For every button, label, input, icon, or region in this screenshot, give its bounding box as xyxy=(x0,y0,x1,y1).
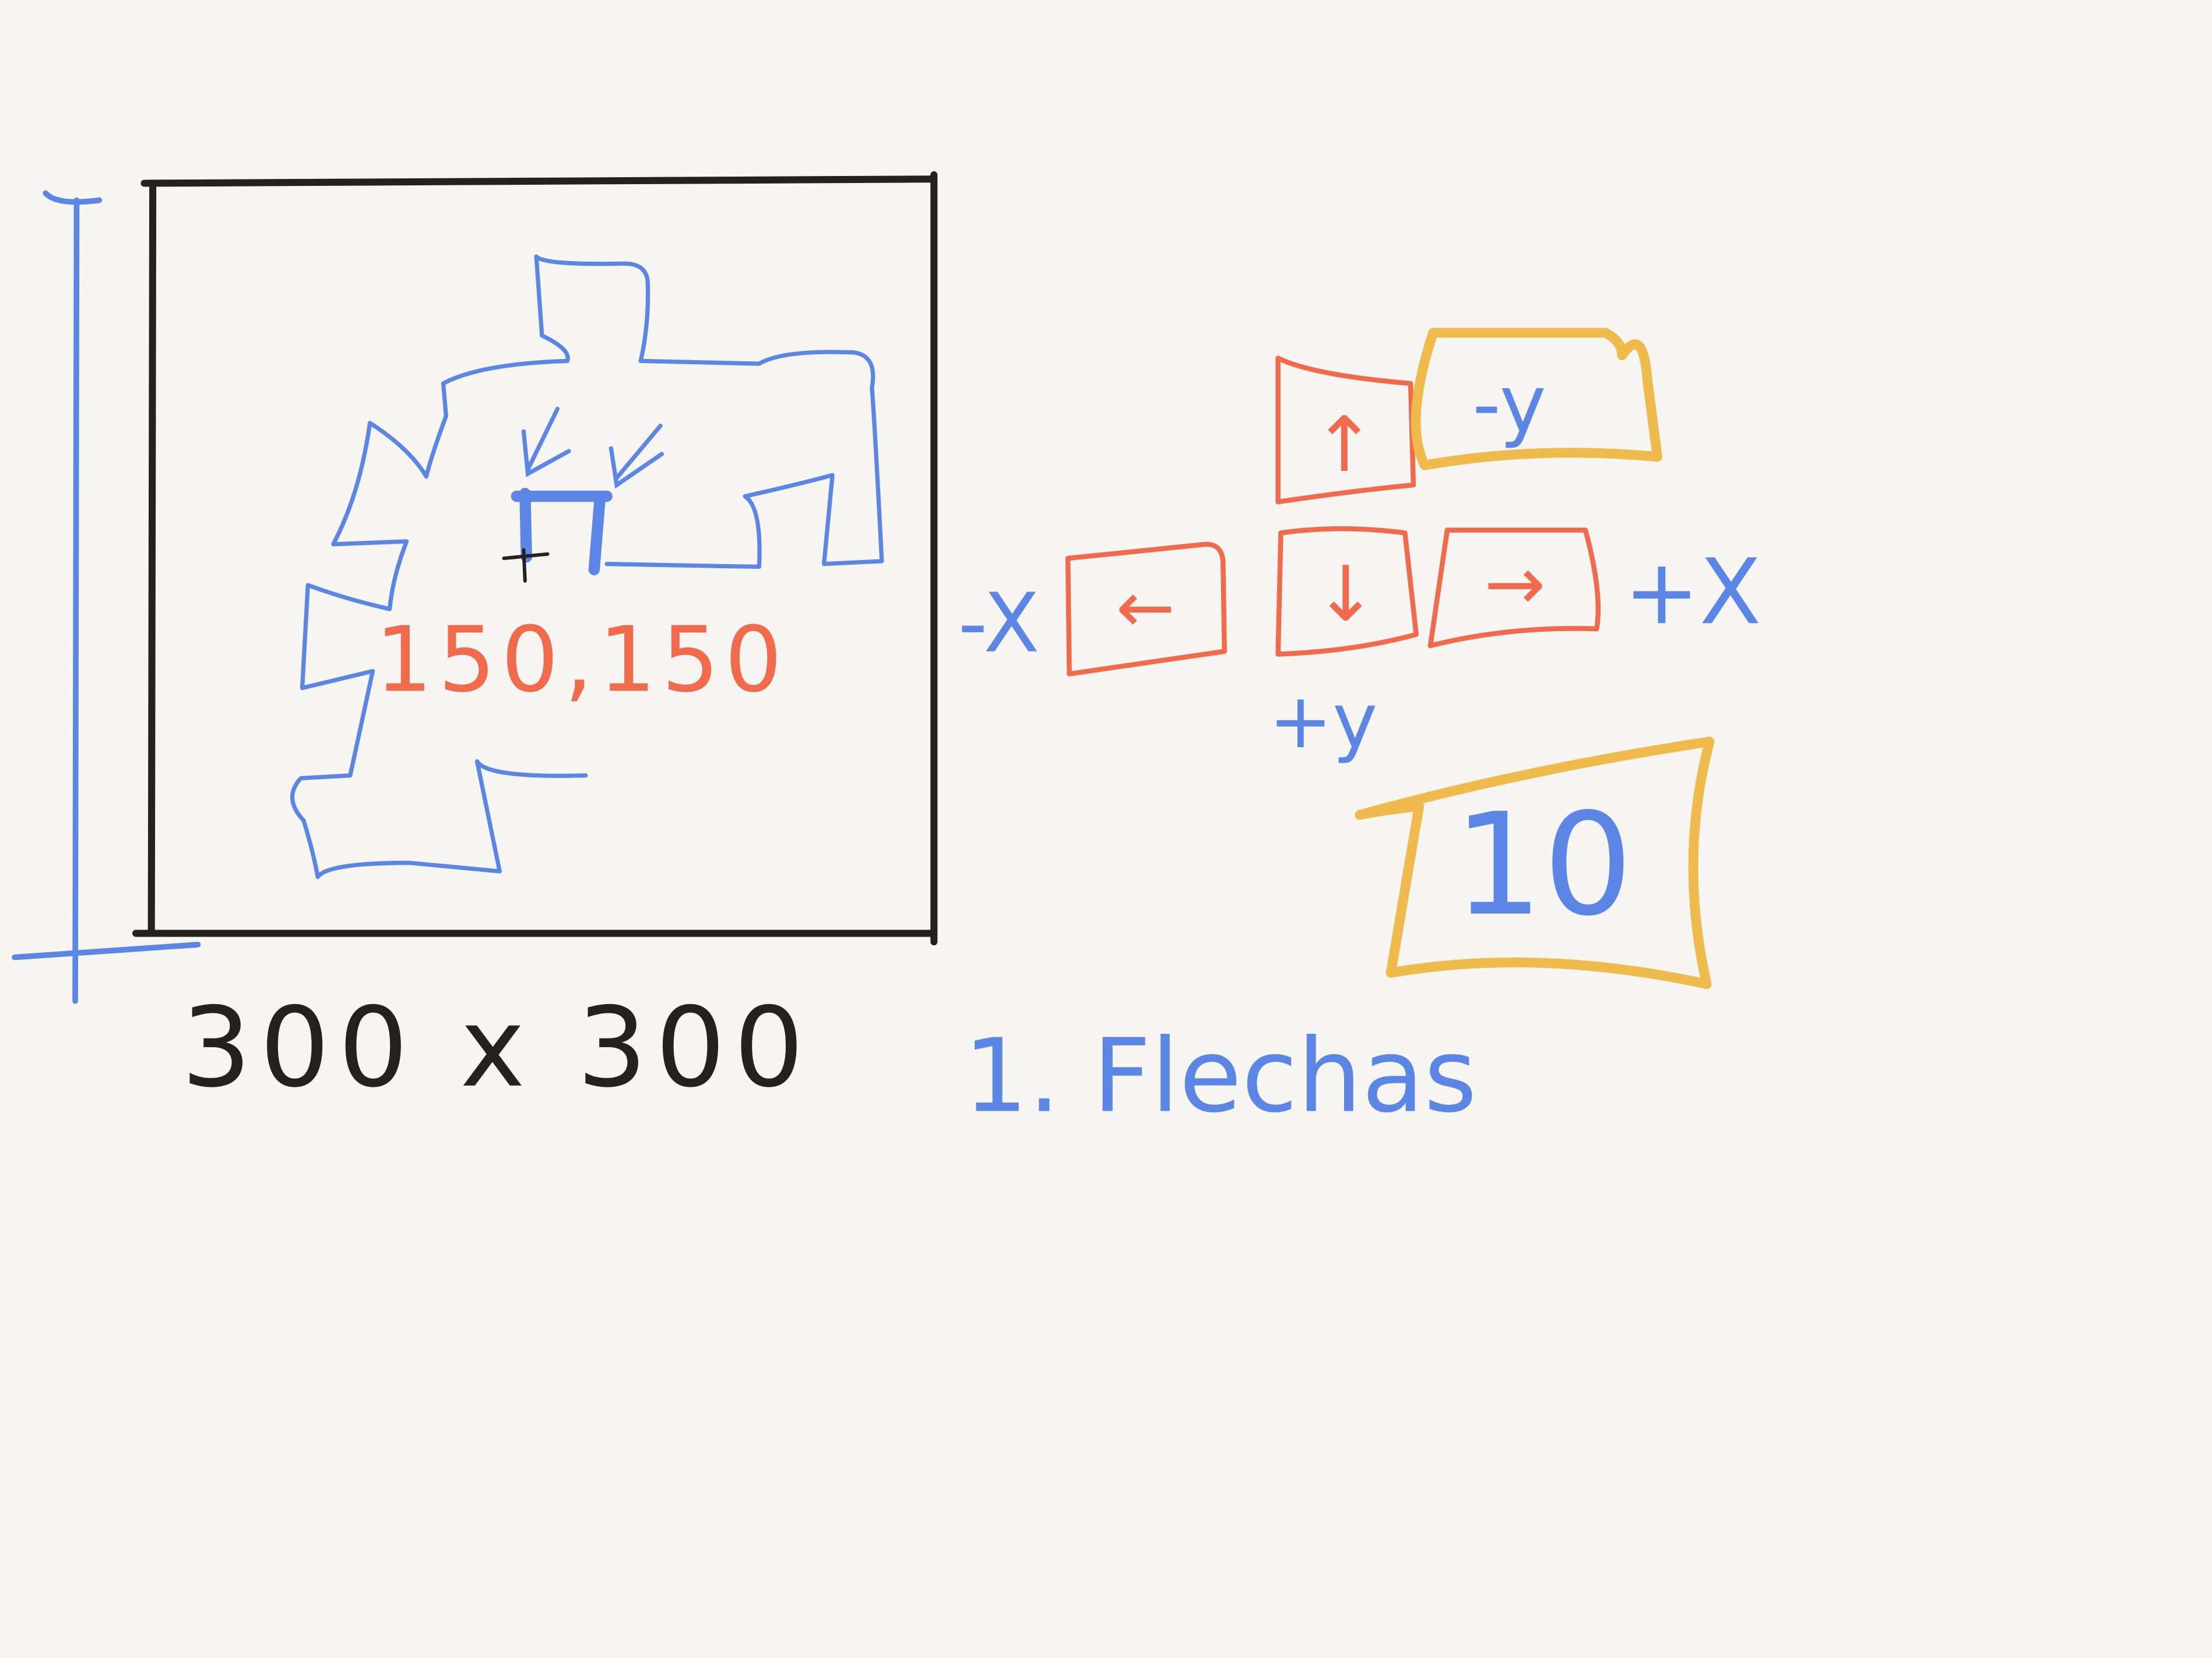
origin-cross-icon xyxy=(502,548,550,583)
arrow-down-icon: ↓ xyxy=(1314,550,1377,638)
arrow-key-right: → xyxy=(1427,527,1601,649)
step-value-box: 10 xyxy=(1355,737,1715,990)
minus-y-box: -y xyxy=(1411,328,1662,470)
plus-y-label: +y xyxy=(1269,677,1378,765)
arrow-key-down: ↓ xyxy=(1275,526,1419,657)
minus-y-label: -y xyxy=(1472,358,1546,450)
start-marker-icon xyxy=(511,488,613,576)
arrow-right-icon: → xyxy=(1484,541,1545,626)
pointer-arrows xyxy=(521,406,664,489)
arrow-up-icon: ↑ xyxy=(1313,400,1376,489)
minus-x-label: -X xyxy=(958,576,1040,671)
start-coordinates: 150,150 xyxy=(375,607,788,712)
arrow-key-left: ← xyxy=(1065,541,1227,677)
plus-x-label: +X xyxy=(1624,539,1761,645)
step-value: 10 xyxy=(1454,783,1633,948)
arrow-left-icon: ← xyxy=(1116,566,1175,649)
canvas-size-label: 300 x 300 xyxy=(181,984,813,1112)
section-caption: 1. Flechas xyxy=(963,1017,1477,1135)
maze-outline xyxy=(290,254,884,879)
canvas-square xyxy=(132,171,938,946)
vertical-axis xyxy=(12,190,201,1004)
arrow-key-up: ↑ xyxy=(1275,355,1416,505)
